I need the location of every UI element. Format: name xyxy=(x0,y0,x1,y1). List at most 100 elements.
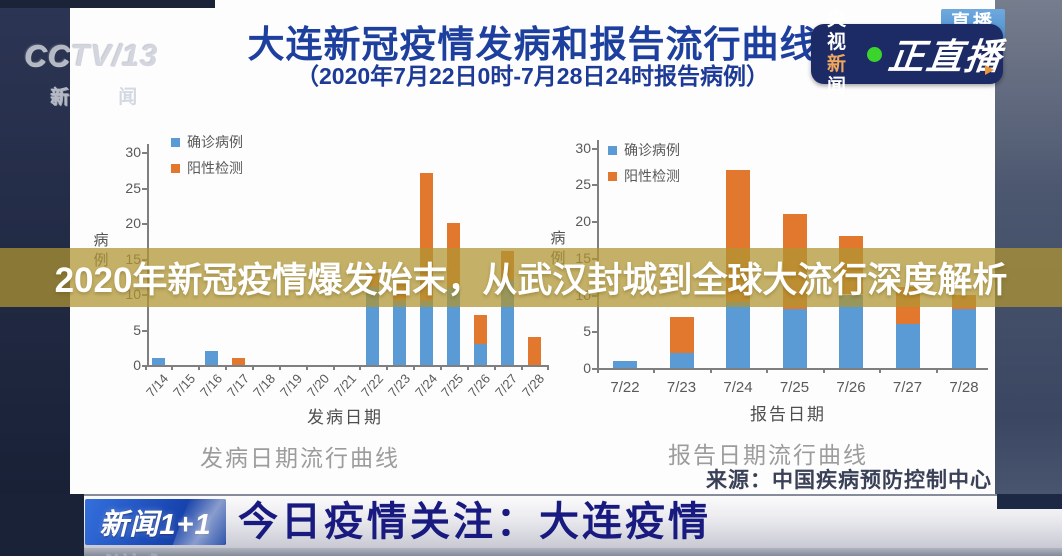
x-tick-mark xyxy=(198,365,201,370)
x-tick-mark xyxy=(171,365,174,370)
legend-item: 确诊病例 xyxy=(171,129,243,155)
ticker-right-notch xyxy=(997,494,1062,509)
legend-item: 阳性检测 xyxy=(608,163,680,189)
bar-segment-confirmed xyxy=(952,309,976,368)
play-triangle-icon xyxy=(985,65,994,75)
x-tick-mark xyxy=(547,365,550,370)
y-tick-mark xyxy=(592,184,597,187)
y-tick-mark xyxy=(142,152,147,154)
y-tick-label: 30 xyxy=(575,139,591,156)
x-tick-mark xyxy=(278,365,281,370)
y-tick-label: 0 xyxy=(583,360,591,376)
bar-segment-confirmed xyxy=(473,343,487,365)
bar-segment-confirmed xyxy=(151,357,165,365)
x-tick-label: 7/23 xyxy=(666,379,697,396)
legend-swatch-positive xyxy=(608,171,617,181)
data-source-line: 来源：中国疾病预防控制中心 xyxy=(706,469,992,492)
legend-label: 确诊病例 xyxy=(624,142,680,158)
ticker-bottom-strip xyxy=(84,548,1062,556)
cctv-news-label: 新 闻 xyxy=(50,87,160,108)
x-tick-mark xyxy=(709,368,712,373)
headline-text: 2020年新冠疫情爆发始末，从武汉封城到全球大流行深度解析 xyxy=(54,261,1008,300)
ticker-left-dark-block xyxy=(0,494,84,556)
x-tick-mark xyxy=(596,368,599,373)
badge-channel-bottom: 新闻 xyxy=(827,54,848,98)
chart-caption-report: 报告日期流行曲线 xyxy=(668,442,868,468)
y-tick-label: 0 xyxy=(133,357,141,373)
x-tick-mark xyxy=(225,365,228,370)
cctv-news-live-badge: 央视 新闻 正直播 xyxy=(811,9,1005,97)
background-top-notch xyxy=(0,0,215,8)
program-logo-reflection: 新闻1+1 xyxy=(85,545,226,556)
x-axis-title-onset: 发病日期 xyxy=(307,408,383,427)
cctv13-logo: CCTV/13 xyxy=(24,38,159,73)
x-axis-line xyxy=(597,368,988,370)
program-logo-text: 新闻1+1 xyxy=(99,509,212,541)
live-dot-icon xyxy=(866,46,882,62)
y-tick-mark xyxy=(592,368,597,370)
legend-item: 阳性检测 xyxy=(171,155,243,181)
program-logo-box: 新闻1+1 xyxy=(85,499,226,545)
y-tick-label: 25 xyxy=(125,179,141,196)
badge-channel-name: 央视 新闻 xyxy=(827,9,859,99)
y-tick-label: 5 xyxy=(133,321,141,338)
channel-watermark: CCTV/13 新 闻 xyxy=(24,38,159,109)
badge-channel-top: 央视 xyxy=(827,9,848,53)
slide-title: 大连新冠疫情发病和报告流行曲线 xyxy=(247,24,818,65)
legend-item: 确诊病例 xyxy=(608,137,680,163)
ticker-headline: 今日疫情关注：大连疫情 xyxy=(238,500,711,544)
bar-segment-positive xyxy=(232,357,246,365)
bar-segment-confirmed xyxy=(782,309,807,368)
bar-segment-confirmed xyxy=(420,301,434,365)
x-tick-label: 7/24 xyxy=(723,379,753,396)
x-tick-mark xyxy=(332,365,335,370)
legend-onset-chart: 确诊病例 阳性检测 xyxy=(171,129,243,181)
x-tick-label: 7/27 xyxy=(892,379,923,396)
legend-label: 阳性检测 xyxy=(624,168,680,184)
x-tick-mark xyxy=(935,368,938,373)
chart-caption-onset: 发病日期流行曲线 xyxy=(200,445,400,471)
y-tick-label: 30 xyxy=(125,144,141,160)
bar-segment-positive xyxy=(669,316,694,354)
legend-swatch-confirmed xyxy=(608,145,617,155)
y-tick-mark xyxy=(592,331,597,334)
y-tick-mark xyxy=(142,329,147,332)
x-tick-mark xyxy=(386,365,389,370)
x-tick-mark xyxy=(305,365,308,370)
y-tick-label: 25 xyxy=(575,176,591,193)
legend-swatch-confirmed xyxy=(171,137,180,147)
ticker-bar xyxy=(84,496,1062,548)
x-tick-label: 7/22 xyxy=(610,379,640,396)
y-tick-mark xyxy=(592,147,597,150)
x-tick-label: 7/25 xyxy=(779,379,810,396)
x-tick-mark xyxy=(766,368,769,373)
y-tick-mark xyxy=(142,223,147,225)
bar-segment-confirmed xyxy=(895,323,920,368)
y-tick-label: 20 xyxy=(125,215,141,231)
headline-banner: 2020年新冠疫情爆发始末，从武汉封城到全球大流行深度解析 xyxy=(0,248,1062,307)
x-tick-mark xyxy=(413,365,416,370)
x-tick-mark xyxy=(879,368,882,373)
x-axis-line xyxy=(147,365,548,367)
x-tick-mark xyxy=(493,365,496,370)
legend-label: 确诊病例 xyxy=(187,134,243,150)
bar-segment-confirmed xyxy=(613,360,637,368)
y-tick-mark xyxy=(142,365,147,367)
x-tick-mark xyxy=(359,365,362,370)
legend-report-chart: 确诊病例 阳性检测 xyxy=(608,137,680,189)
slide-subtitle: （2020年7月22日0时-7月28日24时报告病例） xyxy=(296,63,769,89)
x-tick-label: 7/28 xyxy=(949,379,979,396)
bar-segment-positive xyxy=(527,336,541,365)
bar-segment-confirmed xyxy=(669,353,694,368)
x-tick-mark xyxy=(653,368,656,373)
x-tick-label: 7/26 xyxy=(836,379,866,396)
ticker-top-divider xyxy=(84,494,1062,496)
bar-segment-confirmed xyxy=(205,350,219,365)
x-tick-mark xyxy=(822,368,825,373)
x-tick-mark xyxy=(440,365,443,370)
y-tick-label: 20 xyxy=(575,213,591,229)
x-tick-mark xyxy=(520,365,523,370)
bar-segment-confirmed xyxy=(393,301,407,365)
x-tick-mark xyxy=(252,365,254,370)
